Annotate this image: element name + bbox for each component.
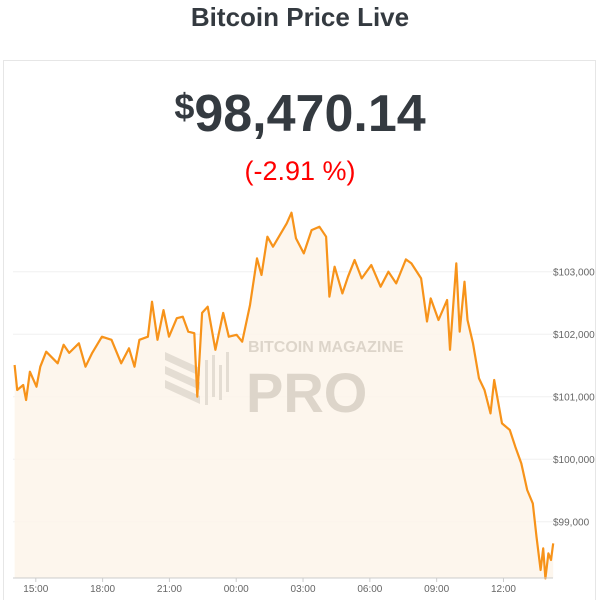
price-area (14, 212, 554, 579)
chart-frame (3, 60, 596, 600)
currency-symbol: $ (174, 86, 195, 127)
y-tick-label: $102,000 (553, 330, 595, 341)
watermark-line1: BITCOIN MAGAZINE (248, 339, 404, 356)
x-axis-ticks: 15:00 18:00 21:00 00:00 03:00 06:00 09:00 12:00 (23, 578, 516, 595)
current-price: $98,470.14 (0, 84, 600, 144)
y-tick-label: $99,000 (553, 518, 590, 529)
x-tick-label: 09:00 (424, 584, 449, 595)
y-tick-label: $100,000 (553, 455, 595, 466)
watermark-line2: PRO (246, 361, 367, 424)
y-tick-label: $101,000 (553, 393, 595, 404)
price-value: 98,470.14 (194, 85, 426, 143)
x-tick-label: 12:00 (491, 584, 516, 595)
y-axis-ticks: $99,000 $100,000 $101,000 $102,000 $103,000 (553, 268, 595, 529)
watermark-logo-icon (165, 352, 229, 405)
page-title: Bitcoin Price Live (190, 2, 410, 32)
x-tick-label: 03:00 (291, 584, 316, 595)
price-line (13, 211, 555, 580)
x-tick-label: 00:00 (224, 584, 249, 595)
x-tick-label: 21:00 (157, 584, 182, 595)
x-tick-label: 15:00 (23, 584, 48, 595)
y-tick-label: $103,000 (553, 268, 595, 279)
x-tick-label: 06:00 (357, 584, 382, 595)
x-tick-label: 18:00 (90, 584, 115, 595)
price-change: (-2.91 %) (244, 156, 356, 186)
watermark: BITCOIN MAGAZINE PRO (165, 339, 404, 424)
